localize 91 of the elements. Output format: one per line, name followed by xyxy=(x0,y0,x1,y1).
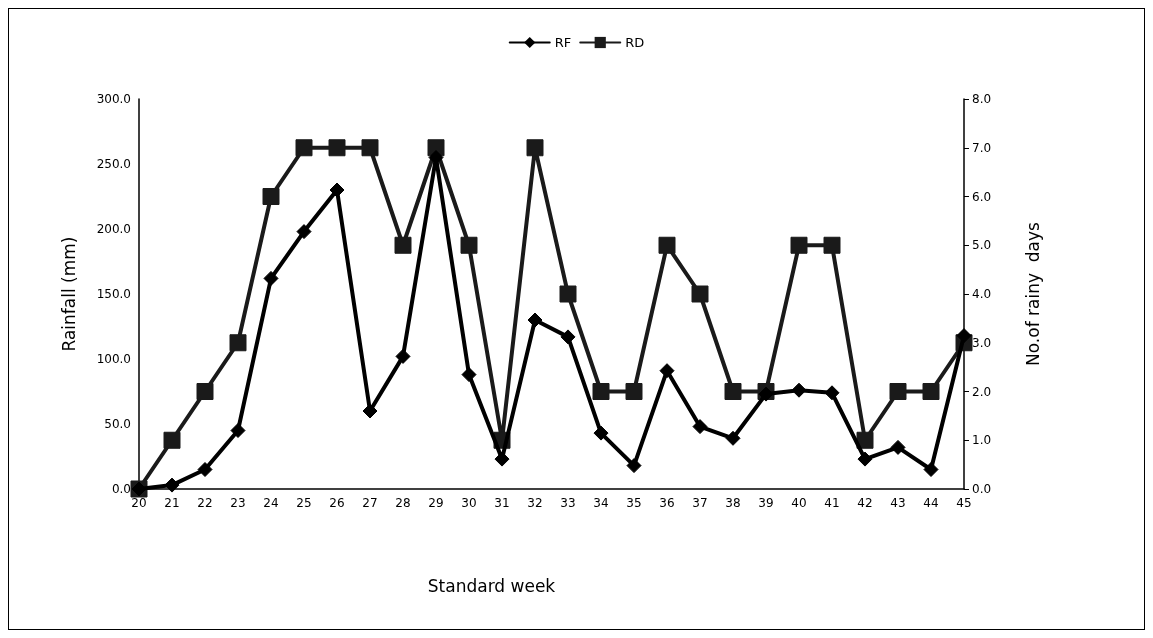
x-tick-label: 22 xyxy=(197,496,213,510)
y2-tick-label: 2.0 xyxy=(972,384,992,399)
point xyxy=(625,383,643,400)
x-tick-label: 21 xyxy=(164,496,180,510)
point xyxy=(526,139,544,157)
x-tick-label: 32 xyxy=(527,496,543,510)
x-tick-label: 42 xyxy=(857,496,873,510)
y-tick-label: 0.0 xyxy=(111,482,131,496)
point xyxy=(923,462,939,477)
point xyxy=(296,224,312,240)
legend-label: RF xyxy=(554,35,572,50)
x-tick-label: 40 xyxy=(791,496,807,510)
point xyxy=(889,383,907,400)
y2-tick-label: 5.0 xyxy=(972,238,992,253)
point xyxy=(527,312,543,328)
x-tick-label: 45 xyxy=(956,496,972,510)
point xyxy=(791,382,807,398)
y-tick-label: 100.0 xyxy=(96,352,131,366)
point xyxy=(857,451,873,467)
point xyxy=(956,328,972,344)
x-tick-label: 30 xyxy=(461,496,477,510)
point xyxy=(329,182,345,198)
point xyxy=(890,439,906,455)
x-tick-label: 24 xyxy=(263,496,279,510)
y2-tick-label: 4.0 xyxy=(972,287,992,301)
point xyxy=(460,236,478,254)
x-tick-label: 41 xyxy=(824,496,840,510)
point xyxy=(626,458,642,474)
x-tick-label: 36 xyxy=(659,496,675,510)
point xyxy=(164,477,180,493)
point xyxy=(724,383,742,400)
x-tick-label: 20 xyxy=(131,496,147,510)
y-tick-label: 300.0 xyxy=(96,92,131,106)
point xyxy=(395,348,411,364)
y-tick-label: 150.0 xyxy=(96,287,131,301)
point xyxy=(560,329,576,345)
y2-tick-label: 6.0 xyxy=(972,189,992,204)
point xyxy=(790,236,808,254)
point xyxy=(691,285,709,303)
point xyxy=(229,334,247,352)
point xyxy=(394,236,412,254)
point xyxy=(361,139,379,157)
x-tick-label: 25 xyxy=(296,496,312,510)
point xyxy=(593,425,609,441)
point xyxy=(659,363,675,379)
point xyxy=(263,270,279,286)
x-tick-label: 27 xyxy=(362,496,378,510)
point xyxy=(197,462,213,477)
point xyxy=(658,236,676,254)
point xyxy=(328,139,346,157)
x-tick-label: 26 xyxy=(329,496,345,510)
y-tick-label: 250.0 xyxy=(96,157,131,171)
legend-label: RD xyxy=(625,35,645,50)
point xyxy=(592,383,610,400)
x-axis-title: Standard week xyxy=(427,575,556,596)
point xyxy=(559,285,577,303)
point xyxy=(494,451,510,467)
point xyxy=(824,385,840,401)
y-tick-label: 200.0 xyxy=(96,222,131,236)
x-tick-label: 23 xyxy=(230,496,246,510)
x-tick-label: 33 xyxy=(560,496,576,510)
point xyxy=(163,431,181,449)
x-tick-label: 34 xyxy=(593,496,609,510)
y-axis-title: Rainfall (mm) xyxy=(58,236,79,352)
x-tick-label: 35 xyxy=(626,496,642,510)
y-tick-label: 50.0 xyxy=(104,417,131,431)
point xyxy=(230,423,246,438)
x-tick-label: 31 xyxy=(494,496,510,510)
point xyxy=(823,236,841,254)
y2-tick-label: 1.0 xyxy=(972,433,992,448)
x-tick-label: 38 xyxy=(725,496,741,510)
y2-tick-label: 0.0 xyxy=(972,482,992,496)
point xyxy=(692,419,708,435)
y2-axis-title: No.of rainy days xyxy=(1022,221,1043,366)
x-tick-label: 44 xyxy=(923,496,939,510)
x-tick-label: 28 xyxy=(395,496,411,510)
x-tick-label: 37 xyxy=(692,496,708,510)
point xyxy=(262,188,280,205)
y2-tick-label: 3.0 xyxy=(972,335,992,350)
y2-tick-label: 7.0 xyxy=(972,140,992,155)
point xyxy=(428,150,444,165)
y2-tick-label: 8.0 xyxy=(972,92,992,106)
point xyxy=(196,383,214,400)
point xyxy=(856,431,874,449)
x-tick-label: 29 xyxy=(428,496,444,510)
x-tick-label: 39 xyxy=(758,496,774,510)
x-tick-label: 43 xyxy=(890,496,906,510)
point xyxy=(725,430,741,446)
point xyxy=(295,139,313,157)
point xyxy=(461,367,477,383)
point xyxy=(922,383,940,400)
